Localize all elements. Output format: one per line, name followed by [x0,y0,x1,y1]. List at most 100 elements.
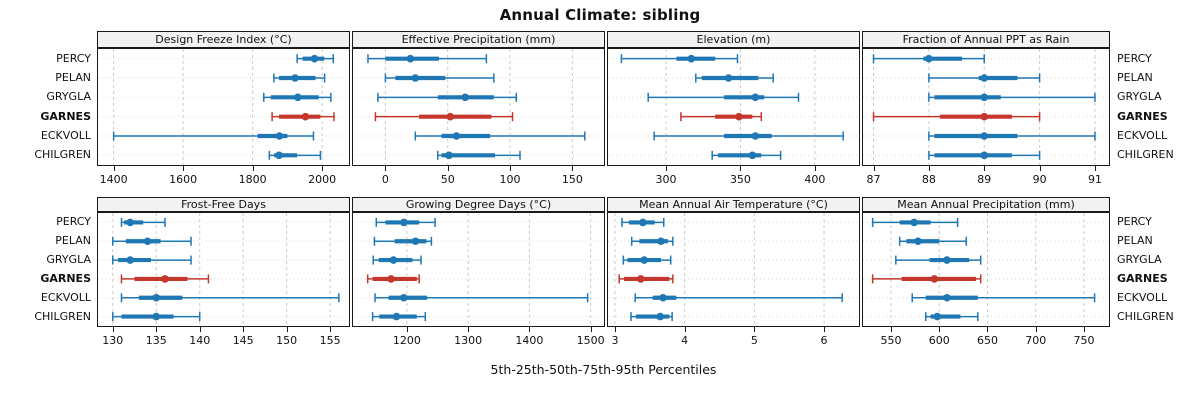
series-garnes [366,274,420,284]
series-chilgren [371,312,427,322]
tick-mark-4 [684,327,686,332]
panel-plot-mean-annual-precipitation-mm [862,212,1110,327]
site-label-left-percy: PERCY [56,51,91,65]
site-label-left-chilgren: CHILGREN [34,148,91,162]
tick-mark-350 [740,166,742,171]
series-pelan [695,73,774,83]
tick-label-1500: 1500 [576,334,605,347]
tick-label-135: 135 [145,334,167,347]
median-dot [639,218,647,227]
median-dot [389,256,398,264]
median-dot [751,132,760,140]
median-dot [445,151,453,160]
median-dot [687,54,696,63]
site-label-right-grygla: GRYGLA [1117,90,1162,104]
series-eckvoll [911,293,1096,303]
median-dot [933,312,942,321]
median-dot [925,54,933,63]
site-label-left-chilgren: CHILGREN [34,309,91,323]
tick-label-90: 90 [1032,173,1047,186]
panel-strip-design-freeze-index-c: Design Freeze Index (°C) [97,31,350,48]
median-dot [461,93,469,102]
site-label-right-garnes: GARNES [1117,109,1168,123]
series-garnes [120,274,210,284]
median-dot [310,54,319,63]
series-eckvoll [653,131,844,141]
panel-plot-elevation-m [607,48,860,166]
site-label-left-garnes: GARNES [40,271,91,285]
tick-label-4: 4 [681,334,689,347]
tick-mark-1600 [183,166,185,171]
series-eckvoll [120,293,340,303]
series-eckvoll [414,131,586,141]
tick-mark-150 [572,166,574,171]
tick-mark-87 [873,166,875,171]
series-grygla [895,255,982,265]
series-chilgren [436,150,521,160]
median-dot [152,312,161,321]
median-dot [914,237,922,246]
tick-label-140: 140 [189,334,211,347]
tick-mark-1500 [590,327,592,332]
x-axis-caption: 5th-25th-50th-75th-95th Percentiles [490,362,717,377]
tick-label-5: 5 [750,334,758,347]
series-chilgren [112,312,201,322]
series-grygla [372,255,422,265]
series-percy [120,217,166,227]
site-label-left-grygla: GRYGLA [46,253,91,267]
tick-label-150: 150 [276,334,298,347]
series-eckvoll [374,293,589,303]
median-dot [152,293,161,302]
series-garnes [374,112,514,122]
median-dot [452,132,461,140]
series-percy [621,217,665,227]
tick-label-6: 6 [820,334,828,347]
tick-mark-650 [987,327,989,332]
panel-canvas-elevation-m [608,49,859,165]
tick-mark-140 [199,327,201,332]
median-dot [143,237,152,246]
series-chilgren [711,150,782,160]
median-dot [748,151,757,160]
tick-mark-50 [447,166,449,171]
site-label-left-garnes: GARNES [40,109,91,123]
site-label-right-chilgren: CHILGREN [1117,148,1174,162]
site-label-right-pelan: PELAN [1117,71,1153,84]
panel-canvas-mean-annual-air-temperature-c [608,213,859,326]
site-label-right-grygla: GRYGLA [1117,253,1162,267]
tick-mark-0 [385,166,387,171]
series-grygla [377,92,518,102]
tick-mark-100 [510,166,512,171]
panel-strip-frost-free-days: Frost-Free Days [97,197,350,212]
tick-mark-145 [243,327,245,332]
series-garnes [271,112,335,122]
panel-strip-effective-precipitation-mm: Effective Precipitation (mm) [352,31,605,48]
tick-mark-750 [1083,327,1085,332]
tick-label-89: 89 [977,173,992,186]
median-dot [659,293,667,302]
median-dot [392,312,401,321]
median-dot [724,74,733,82]
site-label-left-pelan: PELAN [55,71,91,84]
series-pelan [630,236,674,246]
median-dot [735,112,743,121]
series-eckvoll [634,293,843,303]
median-dot [980,132,989,140]
median-dot [275,151,283,160]
series-chilgren [928,150,1041,160]
tick-label-1300: 1300 [454,334,483,347]
series-grygla [112,255,192,265]
tick-label-145: 145 [232,334,254,347]
panel-strip-mean-annual-air-temperature-c: Mean Annual Air Temperature (°C) [607,197,860,212]
series-garnes [871,274,982,284]
tick-label-300: 300 [655,173,677,186]
panel-strip-elevation-m: Elevation (m) [607,31,860,48]
tick-mark-1800 [252,166,254,171]
tick-mark-150 [286,327,288,332]
series-chilgren [268,150,322,160]
site-label-left-pelan: PELAN [55,234,91,248]
tick-mark-3 [614,327,616,332]
panel-canvas-design-freeze-index-c [98,49,349,165]
